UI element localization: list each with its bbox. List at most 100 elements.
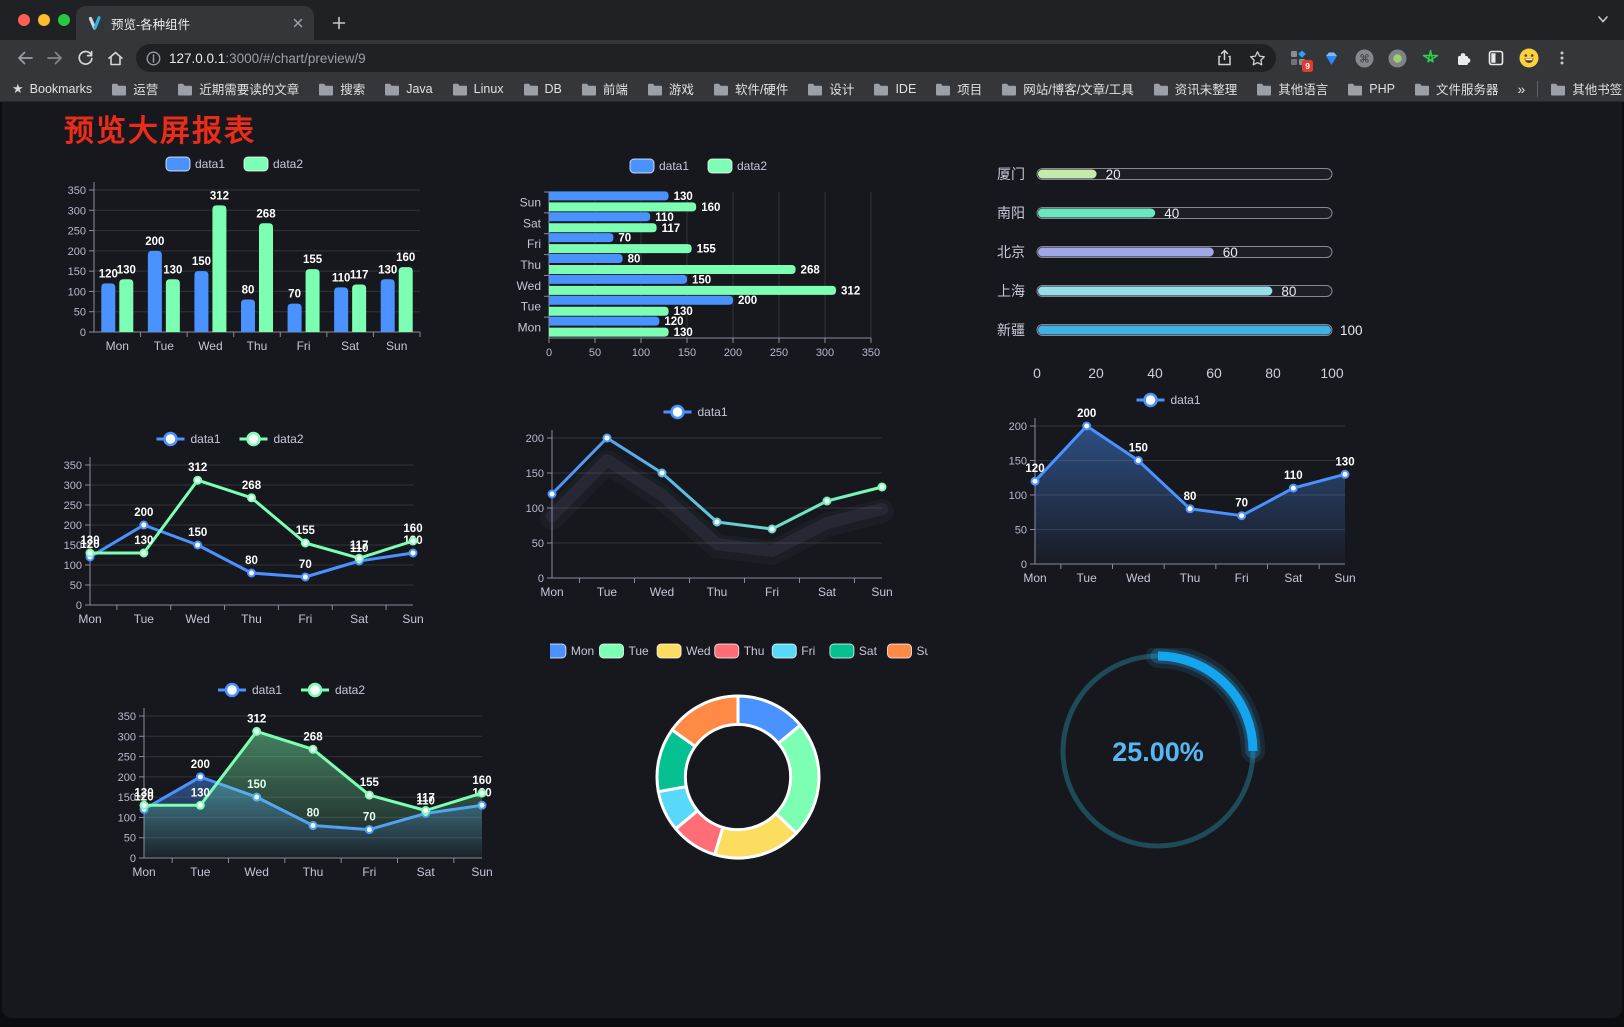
legend-item-Sat[interactable]: Sat [829, 643, 878, 659]
bar-svg: data1 data2 0 50 100 150 200 250 300 350 Sun 130 160… [517, 158, 880, 359]
svg-text:268: 268 [242, 480, 262, 492]
pie-slice-Sun[interactable] [670, 694, 740, 748]
forward-button[interactable] [40, 44, 70, 72]
bookmark-root[interactable]: ★ Bookmarks [12, 81, 92, 97]
svg-text:80: 80 [1281, 284, 1296, 299]
svg-text:200: 200 [145, 236, 164, 248]
bookmark-folder-item[interactable]: 近期需要读的文章 [177, 79, 299, 98]
bookmark-folder-item[interactable]: 项目 [935, 79, 982, 98]
svg-text:Sat: Sat [350, 612, 369, 626]
bookmark-folder-label: 游戏 [668, 83, 694, 97]
extension-command-icon[interactable]: ⌘ [1354, 48, 1374, 68]
browser-tab[interactable]: 预览-各种组件 [76, 6, 314, 40]
bookmark-folder-item[interactable]: 搜索 [318, 79, 365, 98]
bookmark-folder-item[interactable]: Linux [452, 82, 504, 96]
bookmark-folder-item[interactable]: 资讯未整理 [1153, 79, 1237, 98]
pie-slice-Wed[interactable] [713, 812, 798, 860]
reload-icon [77, 50, 93, 65]
legend-item-Mon[interactable]: Mon [541, 643, 594, 659]
legend-item-Thu[interactable]: Thu [714, 643, 765, 659]
bookmark-folder-item[interactable]: 网站/博客/文章/工具 [1001, 79, 1134, 98]
bookmark-star-icon[interactable] [1249, 50, 1266, 67]
close-window-button[interactable] [18, 14, 30, 26]
site-info-icon[interactable] [146, 51, 161, 66]
profile-avatar-icon[interactable] [1519, 48, 1539, 68]
bookmark-folder-item[interactable]: IDE [873, 82, 916, 96]
legend-item-data1[interactable]: data1 [1136, 392, 1201, 408]
bookmark-folder-item[interactable]: 游戏 [647, 79, 694, 98]
bookmark-folder-item[interactable]: PHP [1347, 82, 1395, 96]
svg-text:Sat: Sat [859, 644, 878, 658]
legend-item-data1[interactable]: data1 [218, 682, 282, 698]
legend-item-data1[interactable]: data1 [165, 156, 225, 172]
svg-text:Tue: Tue [521, 300, 542, 314]
legend-item-data2[interactable]: data2 [707, 158, 767, 174]
legend-item-data1[interactable]: data1 [156, 431, 221, 447]
svg-text:70: 70 [1235, 498, 1248, 510]
reload-button[interactable] [70, 44, 100, 72]
side-panel-icon[interactable] [1486, 48, 1506, 68]
home-icon [107, 51, 123, 65]
legend-item-Sun[interactable]: Sun [887, 643, 938, 659]
folder-icon [1257, 83, 1272, 95]
bookmark-folder-item[interactable]: 运营 [111, 79, 158, 98]
fullscreen-window-button[interactable] [58, 14, 70, 26]
extension-record-icon[interactable] [1387, 48, 1407, 68]
svg-text:25.00%: 25.00% [1112, 737, 1204, 767]
extensions-puzzle-icon[interactable] [1453, 48, 1473, 68]
svg-text:Mon: Mon [540, 585, 563, 599]
home-button[interactable] [100, 44, 130, 72]
svg-text:200: 200 [68, 246, 86, 258]
chart-grouped-bar: data1 data2 0 50 100 150 200 250 300 350 Mon Tue Wed… [42, 150, 432, 366]
browser-menu-button[interactable] [1552, 48, 1572, 68]
svg-text:Thu: Thu [303, 865, 324, 879]
svg-text:data2: data2 [335, 683, 365, 697]
back-button[interactable] [10, 44, 40, 72]
svg-text:Mon: Mon [1023, 571, 1046, 585]
extension-grid-icon[interactable]: 9 [1288, 48, 1313, 72]
extension-star-icon[interactable] [1420, 48, 1440, 68]
pie-slice-Tue[interactable] [774, 723, 821, 835]
other-bookmarks-folder[interactable]: 其他书签 [1550, 79, 1622, 98]
legend-item-data2[interactable]: data2 [243, 156, 303, 172]
address-bar[interactable]: 127.0.0.1:3000/#/chart/preview/9 [136, 44, 1276, 72]
bookmark-folder-item[interactable]: 文件服务器 [1414, 79, 1499, 98]
share-icon[interactable] [1216, 49, 1233, 67]
legend-item-data1[interactable]: data1 [629, 158, 689, 174]
legend-item-data2[interactable]: data2 [301, 682, 365, 698]
close-tab-icon[interactable] [292, 17, 304, 29]
legend-item-Tue[interactable]: Tue [599, 643, 650, 659]
legend-item-Wed[interactable]: Wed [656, 643, 711, 659]
svg-text:120: 120 [99, 268, 118, 280]
svg-text:130: 130 [117, 264, 136, 276]
extension-gem-icon[interactable] [1321, 48, 1341, 68]
svg-text:117: 117 [416, 793, 435, 805]
legend-item-data1[interactable]: data1 [663, 404, 728, 420]
bookmarks-overflow-button[interactable]: » [1517, 80, 1526, 97]
svg-text:70: 70 [299, 559, 312, 571]
new-tab-button[interactable] [326, 10, 352, 36]
bookmark-folder-item[interactable]: 设计 [807, 79, 854, 98]
chart-progress-bars: 厦门 20 南阳 40 北京 60 上海 80 新疆 100 0 20 40 60 80 100 [987, 150, 1372, 390]
legend-item-data2[interactable]: data2 [239, 431, 304, 447]
tab-search-button[interactable] [1596, 12, 1610, 31]
bookmark-folder-item[interactable]: DB [523, 82, 562, 96]
bookmark-folder-item[interactable]: Java [384, 82, 433, 96]
svg-text:200: 200 [64, 520, 82, 532]
bookmark-folder-label: 文件服务器 [1435, 83, 1499, 97]
url-text[interactable]: 127.0.0.1:3000/#/chart/preview/9 [169, 51, 1216, 66]
legend-item-Fri[interactable]: Fri [771, 643, 815, 659]
svg-text:60: 60 [1223, 245, 1238, 260]
svg-text:0: 0 [538, 573, 544, 585]
bookmark-folder-label: 网站/博客/文章/工具 [1023, 83, 1134, 97]
bookmark-folder-item[interactable]: 其他语言 [1256, 79, 1328, 98]
minimize-window-button[interactable] [38, 14, 50, 26]
svg-text:0: 0 [546, 347, 552, 359]
svg-text:80: 80 [242, 285, 255, 297]
svg-text:Thu: Thu [520, 258, 541, 272]
chart-line-gradient: data1 0 50 100 150 200 Mon Tue Wed Thu Fri Sat Sun [502, 398, 894, 612]
folder-icon [112, 83, 127, 95]
bookmark-folder-item[interactable]: 前端 [581, 79, 628, 98]
bookmark-folder-item[interactable]: 软件/硬件 [713, 79, 788, 98]
folder-icon [452, 83, 467, 95]
